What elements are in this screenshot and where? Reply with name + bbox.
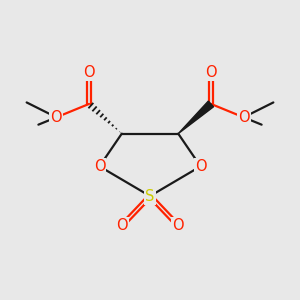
Text: O: O	[51, 110, 62, 125]
Text: O: O	[116, 218, 128, 233]
Text: O: O	[94, 159, 105, 174]
Text: O: O	[83, 65, 95, 80]
Text: O: O	[172, 218, 184, 233]
Polygon shape	[178, 101, 214, 134]
Text: O: O	[238, 110, 249, 125]
Text: O: O	[195, 159, 206, 174]
Text: O: O	[205, 65, 217, 80]
Text: S: S	[145, 189, 155, 204]
